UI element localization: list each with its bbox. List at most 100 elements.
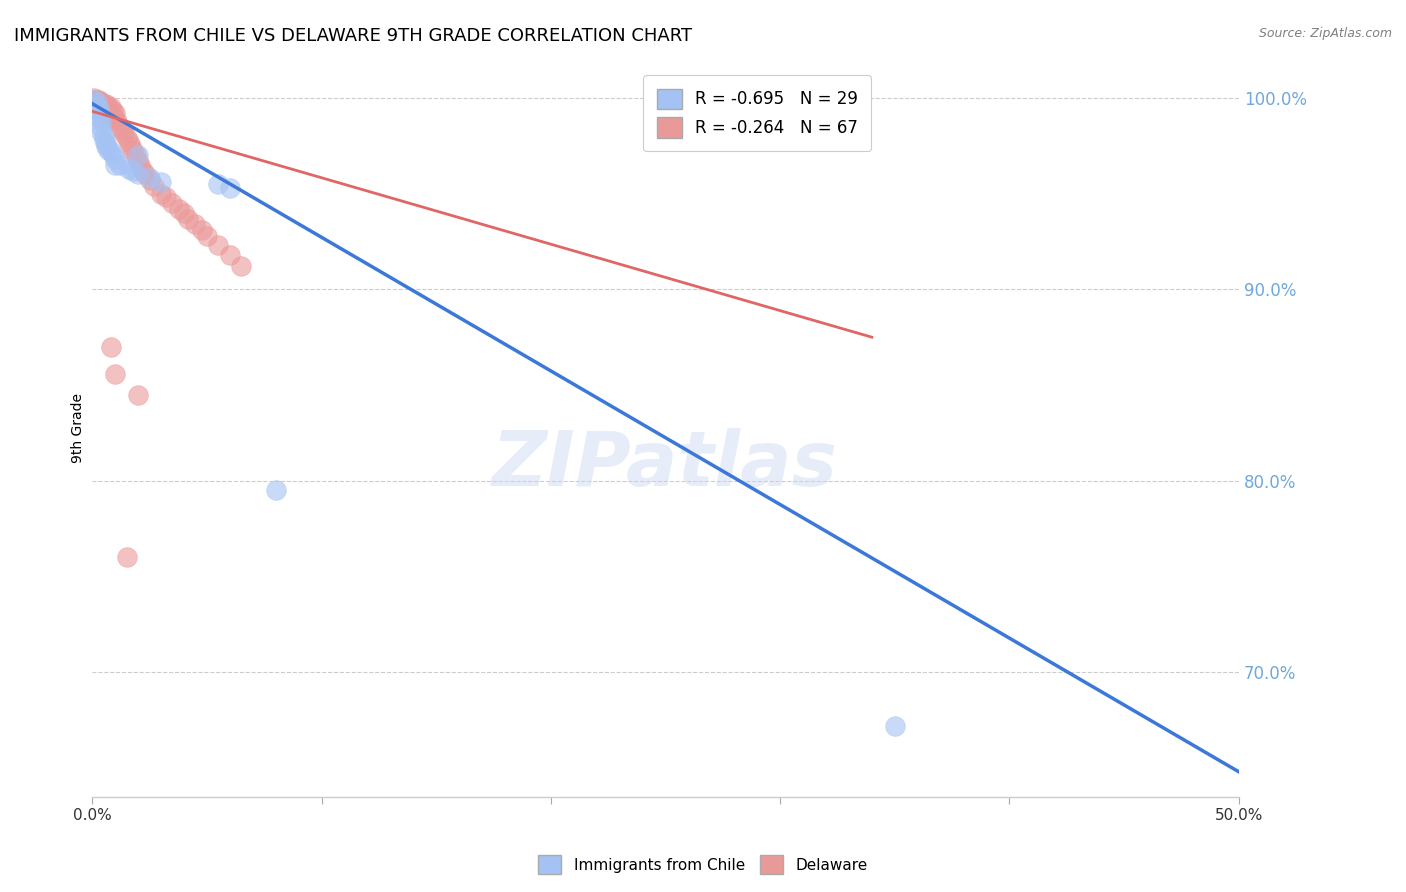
- Point: [94, 96, 117, 111]
- Point: [120, 138, 142, 153]
- Point: [118, 161, 141, 176]
- Point: [125, 148, 148, 162]
- Text: Source: ZipAtlas.com: Source: ZipAtlas.com: [1258, 27, 1392, 40]
- Point: [127, 387, 149, 401]
- Point: [207, 177, 229, 191]
- Point: [169, 202, 191, 216]
- Point: [90, 100, 112, 114]
- Point: [93, 96, 115, 111]
- Point: [90, 95, 112, 109]
- Point: [94, 106, 117, 120]
- Point: [97, 98, 120, 112]
- Point: [104, 367, 127, 381]
- Point: [122, 145, 145, 159]
- Point: [90, 96, 112, 111]
- Point: [104, 112, 127, 126]
- Point: [100, 106, 122, 120]
- Point: [86, 95, 108, 109]
- Point: [149, 175, 172, 189]
- Text: IMMIGRANTS FROM CHILE VS DELAWARE 9TH GRADE CORRELATION CHART: IMMIGRANTS FROM CHILE VS DELAWARE 9TH GR…: [14, 27, 692, 45]
- Point: [86, 98, 108, 112]
- Point: [195, 228, 218, 243]
- Point: [90, 98, 112, 112]
- Point: [173, 206, 195, 220]
- Point: [218, 181, 240, 195]
- Point: [108, 158, 131, 172]
- Point: [83, 91, 105, 105]
- Point: [94, 138, 117, 153]
- Point: [86, 103, 108, 117]
- Point: [100, 100, 122, 114]
- Point: [87, 103, 110, 117]
- Point: [207, 238, 229, 252]
- Point: [94, 98, 117, 112]
- Point: [111, 123, 134, 137]
- Point: [83, 93, 105, 107]
- Point: [86, 93, 108, 107]
- Point: [86, 100, 108, 114]
- Point: [93, 100, 115, 114]
- Point: [101, 110, 124, 124]
- Point: [87, 95, 110, 109]
- Point: [131, 163, 153, 178]
- Point: [83, 93, 105, 107]
- Point: [94, 136, 117, 151]
- Point: [138, 173, 160, 187]
- Point: [93, 98, 115, 112]
- Point: [87, 96, 110, 111]
- Point: [149, 186, 172, 201]
- Point: [184, 217, 207, 231]
- Point: [127, 168, 149, 182]
- Point: [264, 483, 287, 498]
- Point: [127, 154, 149, 169]
- Point: [86, 95, 108, 109]
- Point: [87, 110, 110, 124]
- Point: [94, 103, 117, 117]
- Point: [87, 100, 110, 114]
- Point: [143, 178, 166, 193]
- Text: ZIPatlas: ZIPatlas: [492, 428, 838, 502]
- Point: [101, 104, 124, 119]
- Point: [129, 158, 152, 172]
- Point: [90, 120, 112, 134]
- Point: [97, 104, 120, 119]
- Point: [90, 113, 112, 128]
- Point: [191, 223, 214, 237]
- Legend: R = -0.695   N = 29, R = -0.264   N = 67: R = -0.695 N = 29, R = -0.264 N = 67: [644, 75, 872, 151]
- Point: [177, 211, 200, 226]
- Point: [127, 148, 149, 162]
- Point: [162, 196, 184, 211]
- Point: [86, 96, 108, 111]
- Point: [87, 93, 110, 107]
- Legend: Immigrants from Chile, Delaware: Immigrants from Chile, Delaware: [533, 849, 873, 880]
- Point: [118, 135, 141, 149]
- Point: [115, 131, 138, 145]
- Point: [86, 98, 108, 112]
- Point: [101, 148, 124, 162]
- Point: [104, 152, 127, 166]
- Point: [93, 104, 115, 119]
- Point: [115, 550, 138, 565]
- Point: [104, 106, 127, 120]
- Point: [218, 248, 240, 262]
- Point: [100, 145, 122, 159]
- Point: [100, 110, 122, 124]
- Point: [155, 190, 177, 204]
- Point: [134, 168, 156, 182]
- Point: [108, 120, 131, 134]
- Point: [107, 113, 129, 128]
- Y-axis label: 9th Grade: 9th Grade: [72, 393, 86, 463]
- Point: [90, 125, 112, 139]
- Point: [112, 128, 135, 142]
- Point: [83, 95, 105, 109]
- Point: [231, 260, 253, 274]
- Point: [97, 143, 120, 157]
- Point: [138, 171, 160, 186]
- Point: [93, 129, 115, 144]
- Point: [87, 98, 110, 112]
- Point: [93, 133, 115, 147]
- Point: [87, 106, 110, 120]
- Point: [883, 719, 905, 733]
- Point: [122, 163, 145, 178]
- Point: [104, 158, 127, 172]
